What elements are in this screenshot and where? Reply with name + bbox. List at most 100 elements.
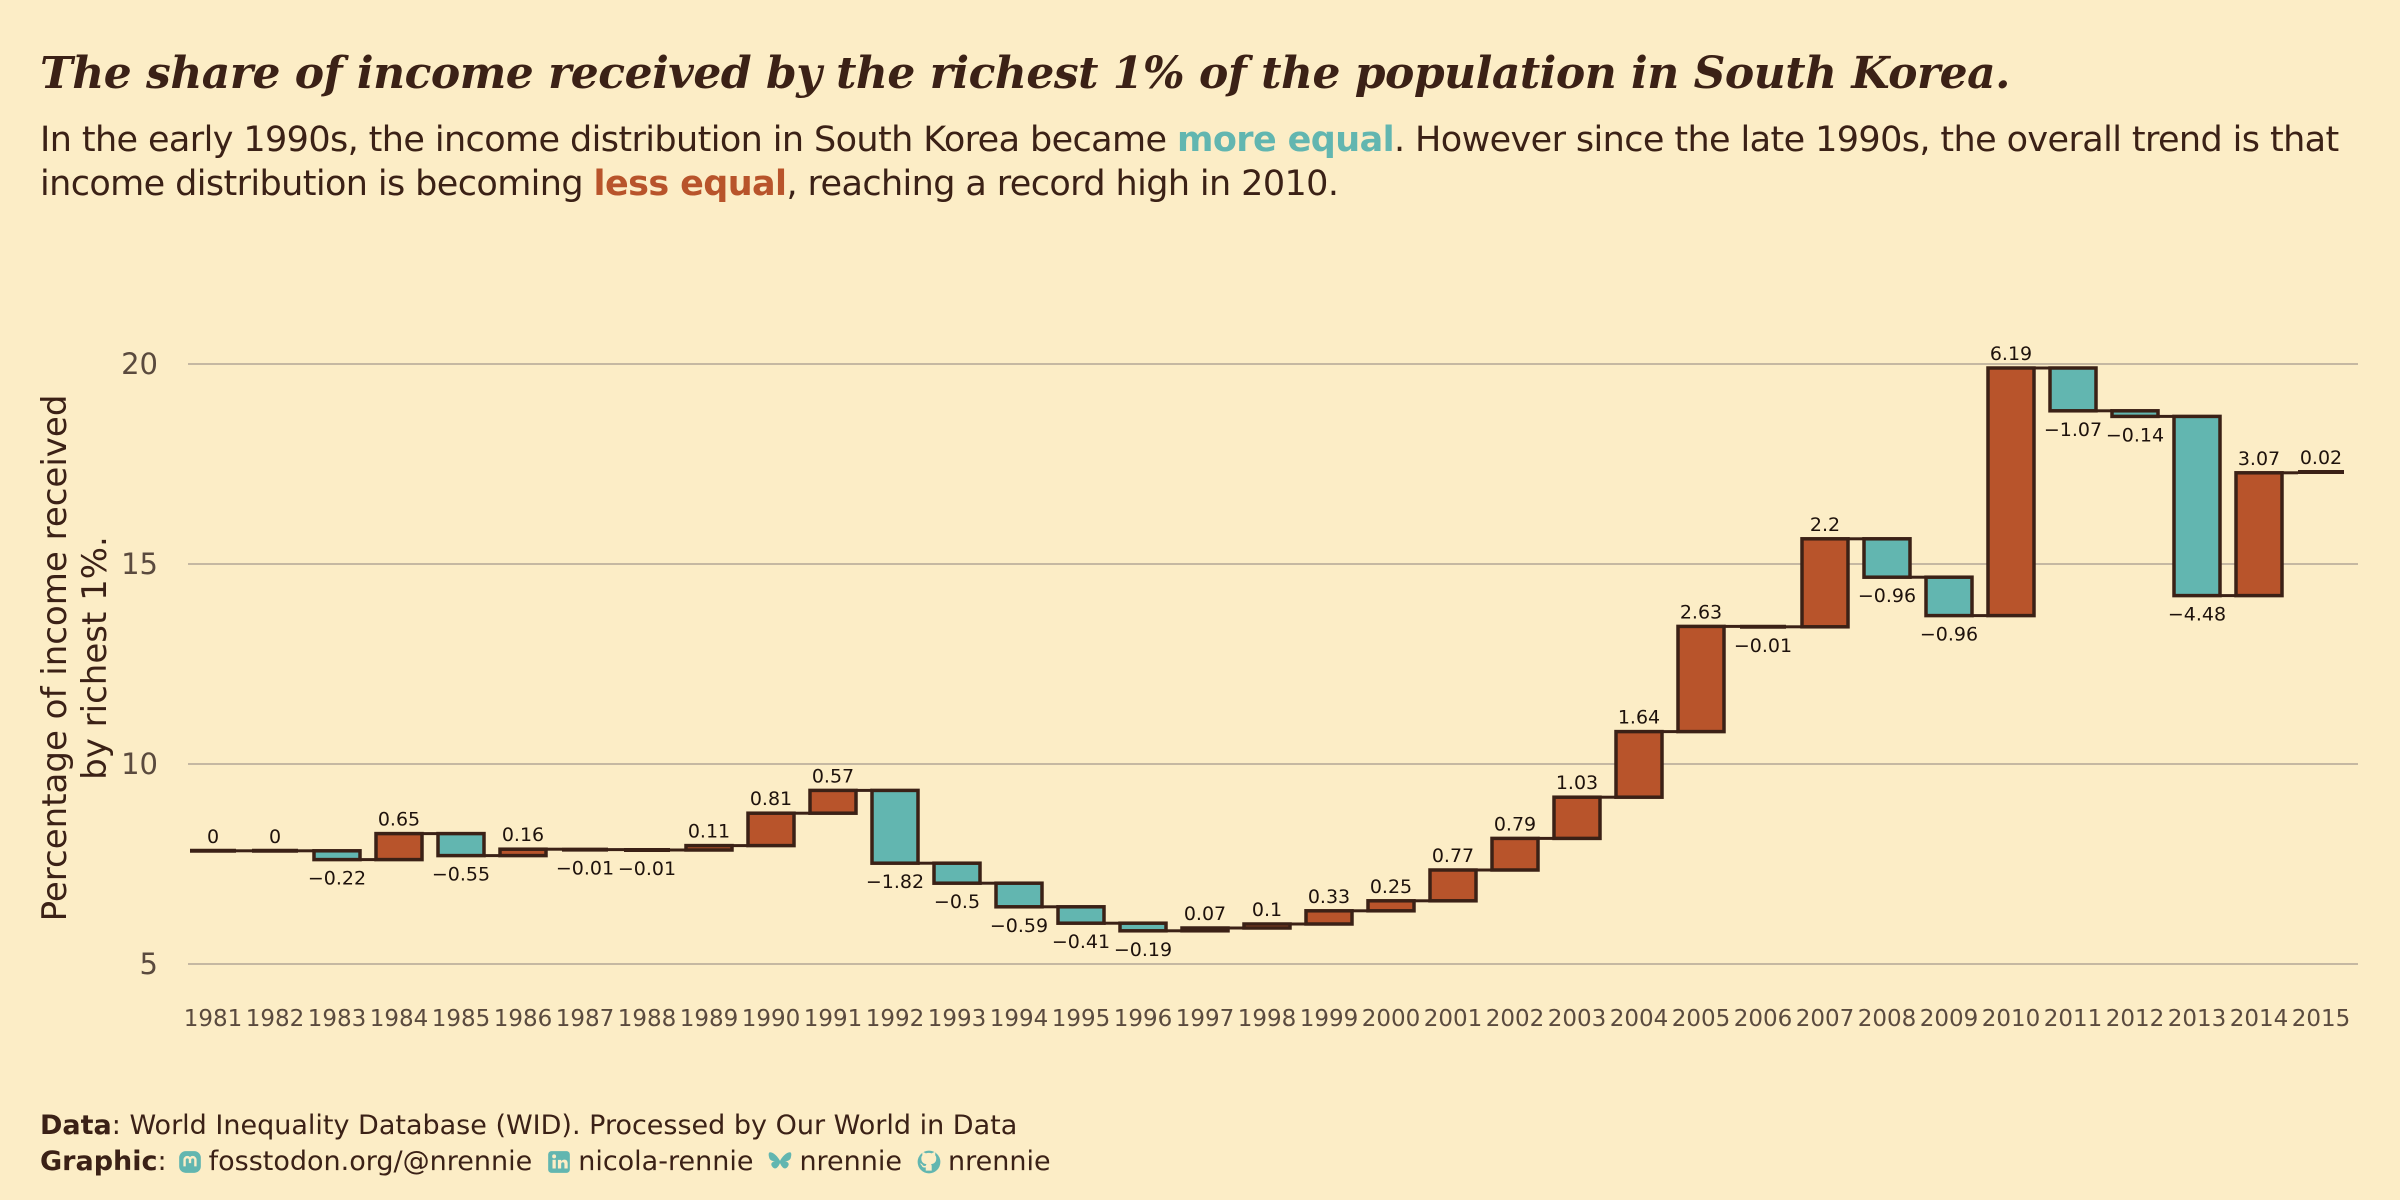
x-tick-label: 2006 xyxy=(1734,1006,1793,1032)
x-tick-label: 1987 xyxy=(556,1006,615,1032)
subtitle-text-1: In the early 1990s, the income distribut… xyxy=(40,120,1177,160)
bar-1998 xyxy=(1242,922,1292,930)
bar-1991 xyxy=(808,788,858,815)
data-label-2011: −1.07 xyxy=(2044,419,2102,441)
data-label-1990: 0.81 xyxy=(750,788,792,810)
x-tick-label: 1981 xyxy=(184,1006,243,1032)
subtitle-keyword-more-equal: more equal xyxy=(1176,120,1395,160)
x-tick-label: 2011 xyxy=(2044,1006,2103,1032)
bar-1989 xyxy=(684,843,734,852)
x-tick-label: 1988 xyxy=(618,1006,677,1032)
bar-2000 xyxy=(1366,899,1416,913)
linkedin-icon xyxy=(548,1151,571,1173)
y-tick-label: 20 xyxy=(121,347,158,381)
data-label-2005: 2.63 xyxy=(1680,601,1722,623)
bar-2012 xyxy=(2110,409,2160,419)
y-axis-title: Percentage of income receivedby richest … xyxy=(35,395,115,922)
x-tick-label: 1993 xyxy=(928,1006,987,1032)
x-tick-label: 1992 xyxy=(866,1006,925,1032)
x-tick-label: 2013 xyxy=(2168,1006,2227,1032)
x-tick-label: 2001 xyxy=(1424,1006,1483,1032)
x-tick-label: 2002 xyxy=(1486,1006,1545,1032)
bar-1992 xyxy=(870,788,920,865)
x-tick-label: 2008 xyxy=(1858,1006,1917,1032)
bar-2007 xyxy=(1800,537,1850,629)
subtitle-keyword-less-equal: less equal xyxy=(593,164,788,204)
connectors-layer xyxy=(236,366,2298,933)
data-label-1996: −0.19 xyxy=(1114,939,1172,961)
data-label-2014: 3.07 xyxy=(2238,448,2280,470)
x-tick-label: 1990 xyxy=(742,1006,801,1032)
grid-layer: 5 10 15 20 xyxy=(121,347,2358,981)
data-label-1998: 0.1 xyxy=(1252,899,1282,921)
bar-1996 xyxy=(1118,921,1168,933)
bar-2014 xyxy=(2234,471,2284,598)
caption-data-text: : World Inequality Database (WID). Proce… xyxy=(111,1110,1018,1141)
data-label-1984: 0.65 xyxy=(378,809,420,831)
bar-2008 xyxy=(1862,537,1912,579)
x-tick-label: 1996 xyxy=(1114,1006,1173,1032)
caption-data-label: Data xyxy=(40,1110,112,1141)
x-tick-label: 2004 xyxy=(1610,1006,1669,1032)
bluesky-link[interactable]: nrennie xyxy=(767,1144,902,1180)
data-label-2006: −0.01 xyxy=(1734,635,1792,657)
x-tick-label: 1989 xyxy=(680,1006,739,1032)
data-label-2015: 0.02 xyxy=(2300,447,2342,469)
x-tick-label: 2007 xyxy=(1796,1006,1855,1032)
x-tick-label: 2014 xyxy=(2230,1006,2289,1032)
caption-graphic-line: Graphic: fosstodon.org/@nrennie nicola-r… xyxy=(40,1144,1065,1180)
linkedin-handle: nicola-rennie xyxy=(578,1146,754,1177)
bar-2003 xyxy=(1552,795,1602,841)
data-label-2009: −0.96 xyxy=(1920,624,1978,646)
data-label-1993: −0.5 xyxy=(934,891,980,913)
subtitle-text-2: . However since the late 1990s, the over… xyxy=(40,120,2339,204)
caption-graphic-label: Graphic xyxy=(40,1146,158,1177)
mastodon-link[interactable]: fosstodon.org/@nrennie xyxy=(177,1144,533,1180)
data-label-1982: 0 xyxy=(269,826,281,848)
data-label-1988: −0.01 xyxy=(618,858,676,880)
bar-1985 xyxy=(436,831,486,858)
data-label-2002: 0.79 xyxy=(1494,813,1536,835)
bar-1993 xyxy=(932,861,982,885)
data-label-2000: 0.25 xyxy=(1370,876,1412,898)
x-tick-label: 1984 xyxy=(370,1006,429,1032)
bars-layer xyxy=(190,366,2344,933)
mastodon-icon xyxy=(178,1151,201,1173)
data-label-2012: −0.14 xyxy=(2106,424,2164,446)
bar-1986 xyxy=(498,847,548,858)
subtitle-text-3: , reaching a record high in 2010. xyxy=(786,164,1339,204)
mastodon-handle: fosstodon.org/@nrennie xyxy=(208,1146,533,1177)
x-tick-label: 1995 xyxy=(1052,1006,1111,1032)
bluesky-butterfly-icon xyxy=(769,1152,792,1169)
y-axis-label: Percentage of income receivedby richest … xyxy=(35,395,115,922)
x-tick-label: 1999 xyxy=(1300,1006,1359,1032)
bar-1983 xyxy=(312,849,362,862)
data-label-1999: 0.33 xyxy=(1308,886,1350,908)
data-label-1986: 0.16 xyxy=(502,824,544,846)
x-tick-label: 1985 xyxy=(432,1006,491,1032)
data-label-2008: −0.96 xyxy=(1858,585,1916,607)
bar-1994 xyxy=(994,881,1044,909)
bar-1999 xyxy=(1304,909,1354,926)
bar-1990 xyxy=(746,811,796,848)
bar-2010 xyxy=(1986,366,2036,618)
data-label-1981: 0 xyxy=(207,826,219,848)
bar-1984 xyxy=(374,831,424,862)
bar-2011 xyxy=(2048,366,2098,413)
x-tick-label: 2009 xyxy=(1920,1006,1979,1032)
x-tick-label: 1983 xyxy=(308,1006,367,1032)
x-tick-label: 1998 xyxy=(1238,1006,1297,1032)
x-tick-label: 1994 xyxy=(990,1006,1049,1032)
bar-2009 xyxy=(1924,575,1974,618)
caption-graphic-sep: : xyxy=(157,1146,167,1177)
x-tick-label: 2015 xyxy=(2292,1006,2351,1032)
github-handle: nrennie xyxy=(948,1146,1051,1177)
data-label-1991: 0.57 xyxy=(812,765,854,787)
caption-data-line: Data: World Inequality Database (WID). P… xyxy=(40,1108,1065,1144)
linkedin-link[interactable]: nicola-rennie xyxy=(546,1144,753,1180)
data-label-1983: −0.22 xyxy=(308,868,366,890)
bar-1995 xyxy=(1056,905,1106,925)
github-link[interactable]: nrennie xyxy=(916,1144,1051,1180)
data-label-1994: −0.59 xyxy=(990,915,1048,937)
